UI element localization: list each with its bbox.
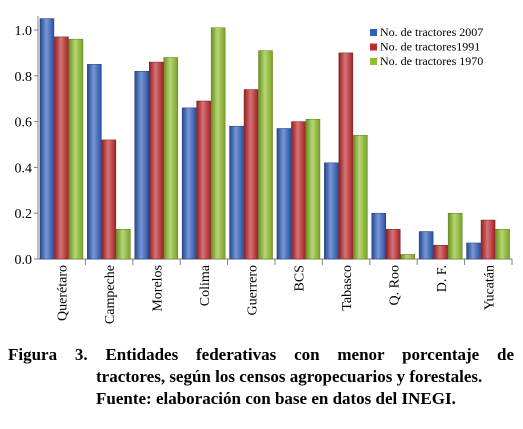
bar-bcs-series-2: [305, 119, 321, 260]
y-tick-label: 0.8: [15, 70, 33, 85]
bar-colima-series-0: [181, 107, 197, 260]
legend-entry: No. de tractores 2007: [380, 25, 483, 39]
bar-bcs-series-0: [276, 128, 292, 260]
legend-swatch: [370, 29, 377, 36]
bar-campeche-series-0: [87, 64, 102, 260]
x-category-label: Colima: [198, 264, 213, 306]
x-category-label: Yucatán: [482, 265, 497, 310]
bar-q-roo-series-0: [371, 212, 386, 260]
bar-colima-series-2: [210, 27, 226, 260]
bar-quer-taro-series-0: [39, 18, 55, 260]
bar-chart: 0.0 0.2 0.4 0.6 0.8 1.0 Querétaro Campeche Morel…: [15, 16, 513, 324]
x-category-label: BCS: [293, 265, 308, 291]
bar-guerrero-series-1: [243, 89, 259, 260]
y-tick-label: 0.2: [15, 207, 33, 222]
x-category-label: Campeche: [103, 265, 118, 324]
bar-tabasco-series-1: [338, 52, 354, 260]
caption-line-2: tractores, según los censos agropecuario…: [96, 367, 483, 386]
legend-swatch: [370, 58, 377, 65]
legend-swatch: [370, 43, 377, 51]
bar-tabasco-series-0: [324, 162, 339, 260]
legend-entry: No. de tractores 1970: [380, 54, 483, 68]
bar-tabasco-series-2: [353, 135, 368, 260]
bar-colima-series-1: [196, 100, 211, 260]
bar-q-roo-series-1: [386, 228, 401, 260]
bar-d-f--series-2: [447, 212, 463, 260]
bar-yucat-n-series-2: [495, 228, 510, 260]
legend-entry: No. de tractores1991: [380, 40, 480, 54]
bar-quer-taro-series-1: [54, 36, 69, 260]
y-tick-label: 0.0: [15, 253, 33, 268]
y-tick-label: 0.6: [15, 116, 33, 131]
x-category-label: Guerrero: [245, 265, 260, 316]
bar-d-f--series-1: [433, 245, 448, 260]
bar-campeche-series-2: [116, 228, 131, 260]
bar-morelos-series-0: [134, 70, 149, 260]
bar-yucat-n-series-0: [466, 242, 481, 260]
x-category-label: D. F.: [435, 265, 450, 292]
caption-line-3: Fuente: elaboración con base en datos de…: [96, 389, 456, 408]
bar-yucat-n-series-1: [480, 219, 496, 260]
chart-bars: [39, 18, 510, 260]
x-category-label: Querétaro: [56, 265, 71, 321]
bar-quer-taro-series-2: [68, 38, 84, 260]
bar-morelos-series-2: [163, 57, 178, 260]
x-category-label: Q. Roo: [388, 265, 403, 305]
x-category-label: Tabasco: [340, 265, 355, 311]
bar-bcs-series-1: [291, 121, 306, 260]
caption-line-1: Figura 3. Entidades federativas con meno…: [8, 345, 514, 364]
figure-caption: Figura 3. Entidades federativas con meno…: [8, 344, 514, 410]
bar-morelos-series-1: [149, 61, 164, 260]
y-tick-label: 1.0: [15, 24, 33, 39]
bar-campeche-series-1: [101, 139, 117, 260]
bar-guerrero-series-2: [258, 50, 273, 260]
y-tick-label: 0.4: [15, 161, 33, 176]
bar-q-roo-series-2: [400, 254, 415, 260]
bar-d-f--series-0: [418, 231, 434, 260]
x-category-label: Morelos: [151, 265, 166, 312]
bar-guerrero-series-0: [229, 125, 244, 260]
chart-labels: 0.0 0.2 0.4 0.6 0.8 1.0 Querétaro Campeche Morel…: [15, 24, 498, 324]
